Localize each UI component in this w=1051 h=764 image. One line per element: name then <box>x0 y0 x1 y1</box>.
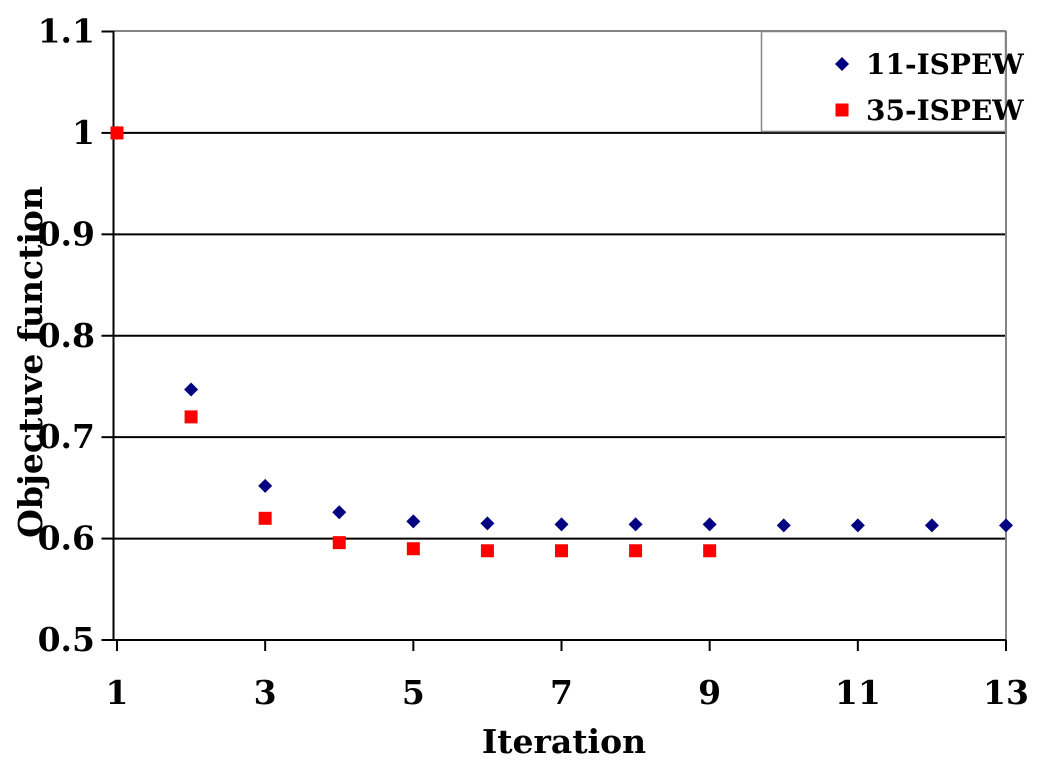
x-axis-title: Iteration <box>482 722 646 761</box>
tick-marks <box>101 30 1007 651</box>
square-legend-icon <box>835 103 849 117</box>
legend-label: 11-ISPEW <box>866 48 1024 81</box>
35-ISPEW-point <box>629 544 643 558</box>
x-tick-label: 7 <box>550 673 573 712</box>
35-ISPEW-point <box>110 126 124 140</box>
legend-box <box>760 30 1007 133</box>
35-ISPEW-point <box>406 542 420 556</box>
data-series <box>110 125 1013 558</box>
11-ISPEW-point <box>554 517 569 532</box>
x-tick-label: 1 <box>106 673 129 712</box>
11-ISPEW-point <box>332 505 347 520</box>
11-ISPEW-point <box>776 518 791 533</box>
11-ISPEW-point <box>702 517 717 532</box>
legend-entry-35-ISPEW: 35-ISPEW <box>835 94 1024 127</box>
y-tick-label: 1 <box>72 113 95 152</box>
11-ISPEW-point <box>258 478 273 493</box>
y-tick-label: 0.6 <box>38 519 95 558</box>
35-ISPEW-point <box>258 511 272 525</box>
11-ISPEW-point <box>850 518 865 533</box>
y-tick-label: 0.5 <box>38 620 95 659</box>
diamond-legend-icon <box>835 57 849 71</box>
series-11-ISPEW <box>110 125 1013 533</box>
x-tick-label: 3 <box>254 673 277 712</box>
y-tick-labels: 0.5 0.6 0.7 0.8 0.9 1 1.1 <box>38 12 95 660</box>
legend-label: 35-ISPEW <box>866 94 1024 127</box>
legend-entry-11-ISPEW: 11-ISPEW <box>835 48 1024 81</box>
35-ISPEW-point <box>332 536 346 550</box>
x-tick-label: 5 <box>402 673 425 712</box>
x-tick-label: 13 <box>983 673 1029 712</box>
x-tick-labels: 1 3 5 7 9 11 13 <box>106 673 1029 712</box>
11-ISPEW-point <box>184 382 199 397</box>
y-tick-label: 1.1 <box>38 12 95 51</box>
legend: 11-ISPEW 35-ISPEW <box>760 30 1024 133</box>
11-ISPEW-point <box>406 514 421 529</box>
11-ISPEW-point <box>628 517 643 532</box>
y-tick-label: 0.9 <box>38 214 95 253</box>
x-tick-label: 9 <box>698 673 721 712</box>
11-ISPEW-point <box>480 516 495 531</box>
series-35-ISPEW <box>110 126 717 558</box>
y-tick-label: 0.7 <box>38 417 95 456</box>
35-ISPEW-point <box>480 544 494 558</box>
11-ISPEW-point <box>924 518 939 533</box>
11-ISPEW-point <box>999 518 1013 533</box>
gridlines <box>113 131 1006 540</box>
y-tick-label: 0.8 <box>38 316 95 355</box>
y-axis-title: Objectuve function <box>11 186 50 538</box>
x-tick-label: 11 <box>835 673 881 712</box>
35-ISPEW-point <box>703 544 717 558</box>
35-ISPEW-point <box>555 544 568 558</box>
35-ISPEW-point <box>184 410 198 424</box>
